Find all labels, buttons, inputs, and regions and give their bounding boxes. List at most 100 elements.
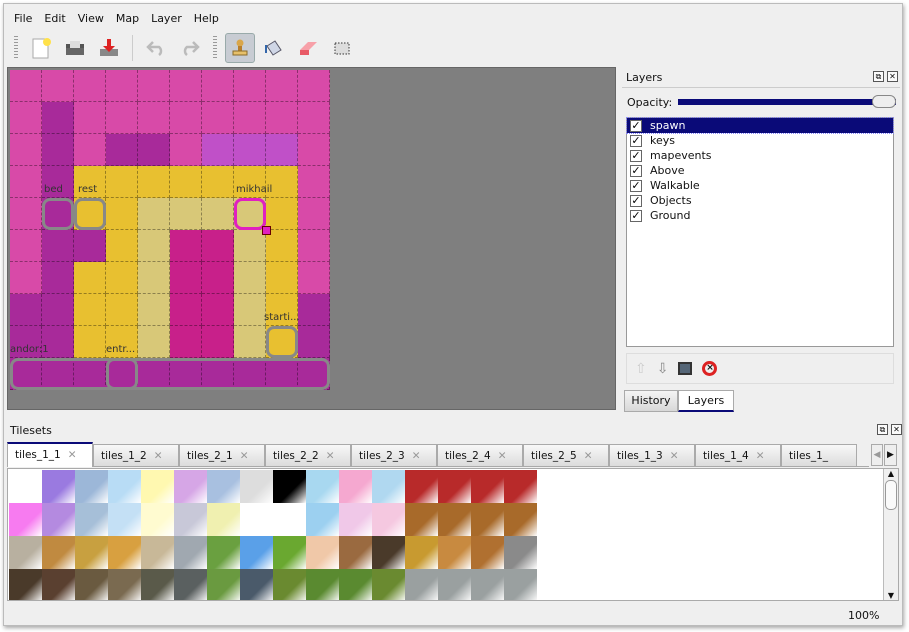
tileset-tile[interactable] (504, 536, 537, 569)
duplicate-layer-icon[interactable] (678, 362, 693, 375)
map-object[interactable] (266, 326, 298, 358)
tileset-tile[interactable] (471, 503, 504, 536)
map-tile[interactable] (138, 70, 170, 102)
scroll-up-icon[interactable]: ▲ (887, 469, 895, 478)
tile-map[interactable]: bed rest mikhail starti... andor:1 entr... (10, 70, 330, 390)
tileset-tile[interactable] (372, 470, 405, 503)
tileset-tile[interactable] (207, 536, 240, 569)
map-tile[interactable] (170, 358, 202, 390)
map-tile[interactable] (74, 166, 106, 198)
map-tile[interactable] (74, 70, 106, 102)
lower-layer-icon[interactable]: ⇩ (656, 360, 669, 377)
map-tile[interactable] (170, 294, 202, 326)
layer-row[interactable]: ✓ Objects (627, 193, 893, 208)
layer-row[interactable]: ✓ mapevents (627, 148, 893, 163)
map-tile[interactable] (106, 262, 138, 294)
tileset-tile[interactable] (504, 503, 537, 536)
map-tile[interactable] (170, 166, 202, 198)
map-tile[interactable] (74, 134, 106, 166)
map-tile[interactable] (106, 102, 138, 134)
tileset-tile[interactable] (42, 470, 75, 503)
tileset-tile[interactable] (306, 569, 339, 600)
tileset-tab[interactable]: tiles_2_1 ✕ (179, 444, 265, 467)
map-tile[interactable] (42, 358, 74, 390)
map-tile[interactable] (138, 326, 170, 358)
map-tile[interactable] (234, 262, 266, 294)
map-tile[interactable] (10, 294, 42, 326)
opacity-slider[interactable] (678, 99, 896, 105)
layer-row[interactable]: ✓ keys (627, 133, 893, 148)
tileset-tab[interactable]: tiles_1_4 ✕ (695, 444, 781, 467)
menu-file[interactable]: File (14, 12, 33, 25)
tileset-tile[interactable] (75, 470, 108, 503)
tileset-tile[interactable] (273, 470, 306, 503)
map-object[interactable] (106, 358, 138, 390)
visibility-checkbox[interactable]: ✓ (630, 133, 642, 147)
tileset-tile[interactable] (174, 536, 207, 569)
map-tile[interactable] (202, 70, 234, 102)
close-icon[interactable]: ✕ (891, 424, 902, 435)
map-tile[interactable] (298, 134, 330, 166)
tileset-tile[interactable] (240, 503, 273, 536)
map-tile[interactable] (170, 102, 202, 134)
map-tile[interactable] (202, 198, 234, 230)
map-tile[interactable] (106, 134, 138, 166)
map-tile[interactable] (266, 198, 298, 230)
tileset-tile[interactable] (42, 536, 75, 569)
tileset-tile[interactable] (438, 569, 471, 600)
tileset-tab[interactable]: tiles_1_1 ✕ (7, 442, 93, 467)
map-tile[interactable] (138, 198, 170, 230)
map-tile[interactable] (10, 326, 42, 358)
undo-icon[interactable] (141, 33, 171, 63)
close-tab-icon[interactable]: ✕ (669, 450, 679, 462)
map-tile[interactable] (298, 102, 330, 134)
tileset-tile[interactable] (141, 470, 174, 503)
map-tile[interactable] (138, 230, 170, 262)
tileset-tile[interactable] (174, 503, 207, 536)
close-tab-icon[interactable]: ✕ (497, 450, 507, 462)
map-tile[interactable] (266, 358, 298, 390)
menu-edit[interactable]: Edit (44, 12, 66, 25)
tileset-tile[interactable] (240, 569, 273, 600)
map-object[interactable] (10, 358, 330, 390)
layer-row[interactable]: ✓ Ground (627, 208, 893, 223)
resize-handle[interactable] (262, 226, 271, 235)
close-icon[interactable]: ✕ (887, 71, 898, 82)
map-tile[interactable] (10, 262, 42, 294)
tileset-tile[interactable] (471, 470, 504, 503)
map-tile[interactable] (42, 294, 74, 326)
tileset-tile[interactable] (471, 569, 504, 600)
tileset-tile[interactable] (42, 569, 75, 600)
toolbar-grip[interactable] (213, 36, 217, 60)
tileset-tile[interactable] (339, 569, 372, 600)
tileset-tile[interactable] (75, 536, 108, 569)
map-tile[interactable] (266, 70, 298, 102)
tileset-tile[interactable] (405, 569, 438, 600)
tileset-view[interactable] (7, 468, 899, 601)
map-tile[interactable] (202, 326, 234, 358)
map-tile[interactable] (234, 70, 266, 102)
tileset-tile[interactable] (207, 503, 240, 536)
map-tile[interactable] (170, 326, 202, 358)
tileset-tile[interactable] (306, 470, 339, 503)
map-tile[interactable] (266, 134, 298, 166)
scrollbar-thumb[interactable] (885, 480, 897, 510)
visibility-checkbox[interactable]: ✓ (630, 193, 642, 207)
tileset-tile[interactable] (273, 536, 306, 569)
stamp-brush-icon[interactable] (225, 33, 255, 63)
map-tile[interactable] (170, 134, 202, 166)
map-tile[interactable] (298, 70, 330, 102)
tileset-tile[interactable] (9, 503, 42, 536)
map-tile[interactable] (202, 134, 234, 166)
new-file-icon[interactable] (26, 33, 56, 63)
visibility-checkbox[interactable]: ✓ (630, 118, 642, 132)
close-tab-icon[interactable]: ✕ (67, 449, 77, 461)
map-tile[interactable] (266, 294, 298, 326)
close-tab-icon[interactable]: ✕ (755, 450, 765, 462)
tileset-tab[interactable]: tiles_2_3 ✕ (351, 444, 437, 467)
tileset-tile[interactable] (174, 470, 207, 503)
tileset-tile[interactable] (240, 470, 273, 503)
tileset-tab[interactable]: tiles_1_2 ✕ (93, 444, 179, 467)
tileset-tab[interactable]: tiles_2_4 ✕ (437, 444, 523, 467)
map-tile[interactable] (234, 102, 266, 134)
